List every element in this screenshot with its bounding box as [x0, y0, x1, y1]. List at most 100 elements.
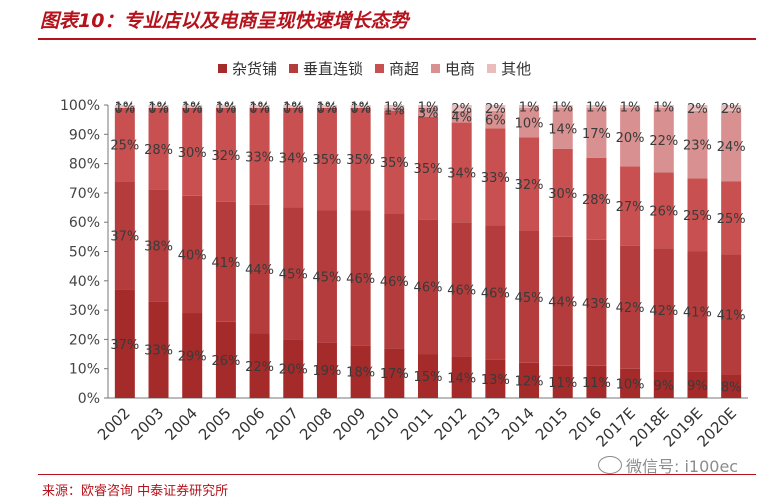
- legend-item: 商超: [375, 58, 419, 78]
- bar-segment: [519, 137, 540, 231]
- data-label: 1%: [283, 100, 304, 115]
- bar-segment: [283, 207, 304, 340]
- bar-segment: [384, 110, 405, 214]
- legend-swatch: [289, 63, 299, 73]
- data-label: 1%: [182, 100, 203, 115]
- data-label: 25%: [717, 212, 746, 227]
- bar-segment: [316, 342, 337, 398]
- bar-segment: [114, 289, 135, 398]
- data-label: 46%: [481, 287, 510, 302]
- data-label: 46%: [414, 281, 443, 296]
- data-label: 20%: [616, 131, 645, 146]
- legend-item: 垂直连锁: [289, 58, 363, 78]
- data-label: 45%: [279, 267, 308, 282]
- data-label: 1%: [384, 100, 405, 115]
- bar-segment: [485, 128, 506, 226]
- data-label: 32%: [515, 178, 544, 193]
- data-label: 1%: [148, 100, 169, 115]
- bar-segment: [485, 359, 506, 398]
- data-label: 26%: [649, 204, 678, 219]
- data-label: 3%: [418, 106, 439, 121]
- bar-segment: [114, 181, 135, 290]
- data-label: 45%: [312, 270, 341, 285]
- data-label: 46%: [346, 272, 375, 287]
- bar-segment: [485, 105, 506, 111]
- data-label: 12%: [515, 374, 544, 389]
- data-label: 11%: [582, 376, 611, 391]
- data-label: 46%: [380, 275, 409, 290]
- data-label: 8%: [721, 380, 742, 395]
- data-label: 17%: [582, 127, 611, 142]
- data-label: 9%: [687, 379, 708, 394]
- y-tick-label: 90%: [69, 127, 100, 143]
- bar-segment: [215, 105, 236, 108]
- y-tick-label: 40%: [69, 274, 100, 290]
- bar-segment: [249, 107, 270, 205]
- y-tick-label: 0%: [78, 391, 100, 407]
- data-label: 46%: [447, 284, 476, 299]
- bar-segment: [620, 107, 641, 167]
- bar-segment: [148, 189, 169, 302]
- data-label: 40%: [178, 248, 207, 263]
- data-label: 34%: [279, 152, 308, 167]
- data-label: 41%: [717, 308, 746, 323]
- bar-segment: [552, 107, 573, 149]
- bar-segment: [283, 107, 304, 208]
- data-label: 1%: [115, 100, 136, 115]
- bar-segment: [653, 371, 674, 398]
- data-label: 1%: [552, 100, 573, 115]
- bar-segment: [653, 107, 674, 173]
- data-label: 38%: [144, 240, 173, 255]
- data-label: 44%: [245, 263, 274, 278]
- bar-segment: [350, 345, 371, 398]
- bar-segment: [215, 107, 236, 202]
- data-label: 32%: [211, 149, 240, 164]
- stacked-bar-chart: 0% 10% 20% 30% 40% 50% 60% 70% 80% 90% 100% 37% 37% 2…: [60, 98, 748, 451]
- data-label: 17%: [380, 367, 409, 382]
- data-label: 2%: [687, 102, 708, 117]
- bar-segment: [451, 356, 472, 398]
- bar-segment: [519, 105, 540, 108]
- bar-segment: [316, 210, 337, 343]
- data-label: 1%: [620, 100, 641, 115]
- bar-segment: [114, 105, 135, 108]
- x-tick-label: 2011: [397, 404, 437, 444]
- bar-segment: [485, 110, 506, 129]
- bar-segment: [283, 339, 304, 398]
- bar-segment: [586, 239, 607, 366]
- data-label: 13%: [481, 373, 510, 388]
- data-label: 35%: [380, 156, 409, 171]
- legend-label: 商超: [389, 59, 420, 78]
- x-tick-label: 2008: [296, 404, 336, 444]
- bar-segment: [384, 348, 405, 398]
- data-label: 43%: [582, 297, 611, 312]
- bar-segment: [249, 333, 270, 398]
- bar-segment: [586, 105, 607, 108]
- data-label: 45%: [515, 291, 544, 306]
- bar-segment: [721, 254, 742, 375]
- legend-label: 其他: [501, 59, 532, 78]
- legend-label: 杂货铺: [232, 59, 278, 78]
- footer-divider: [38, 474, 756, 475]
- data-label: 14%: [548, 122, 577, 137]
- bar-segment: [687, 178, 708, 252]
- bar-segment: [451, 222, 472, 357]
- legend-swatch: [218, 63, 227, 73]
- data-label: 35%: [312, 153, 341, 168]
- data-label: 1%: [418, 100, 439, 115]
- bar-segment: [721, 110, 742, 182]
- bar-segment: [721, 181, 742, 255]
- bar-segment: [586, 107, 607, 158]
- bar-segment: [350, 107, 371, 211]
- data-label: 44%: [548, 295, 577, 310]
- watermark-text: 微信号: i100ec: [626, 457, 739, 476]
- data-label: 1%: [216, 100, 237, 115]
- bar-segment: [552, 148, 573, 237]
- data-label: 25%: [683, 209, 712, 224]
- bar-segment: [148, 301, 169, 398]
- data-label: 1%: [653, 100, 674, 115]
- bar-segment: [653, 248, 674, 372]
- x-tick-label: 2005: [195, 404, 235, 444]
- bar-segment: [350, 210, 371, 346]
- chart-title: 图表10：专业店以及电商呈现快速增长态势: [40, 10, 409, 32]
